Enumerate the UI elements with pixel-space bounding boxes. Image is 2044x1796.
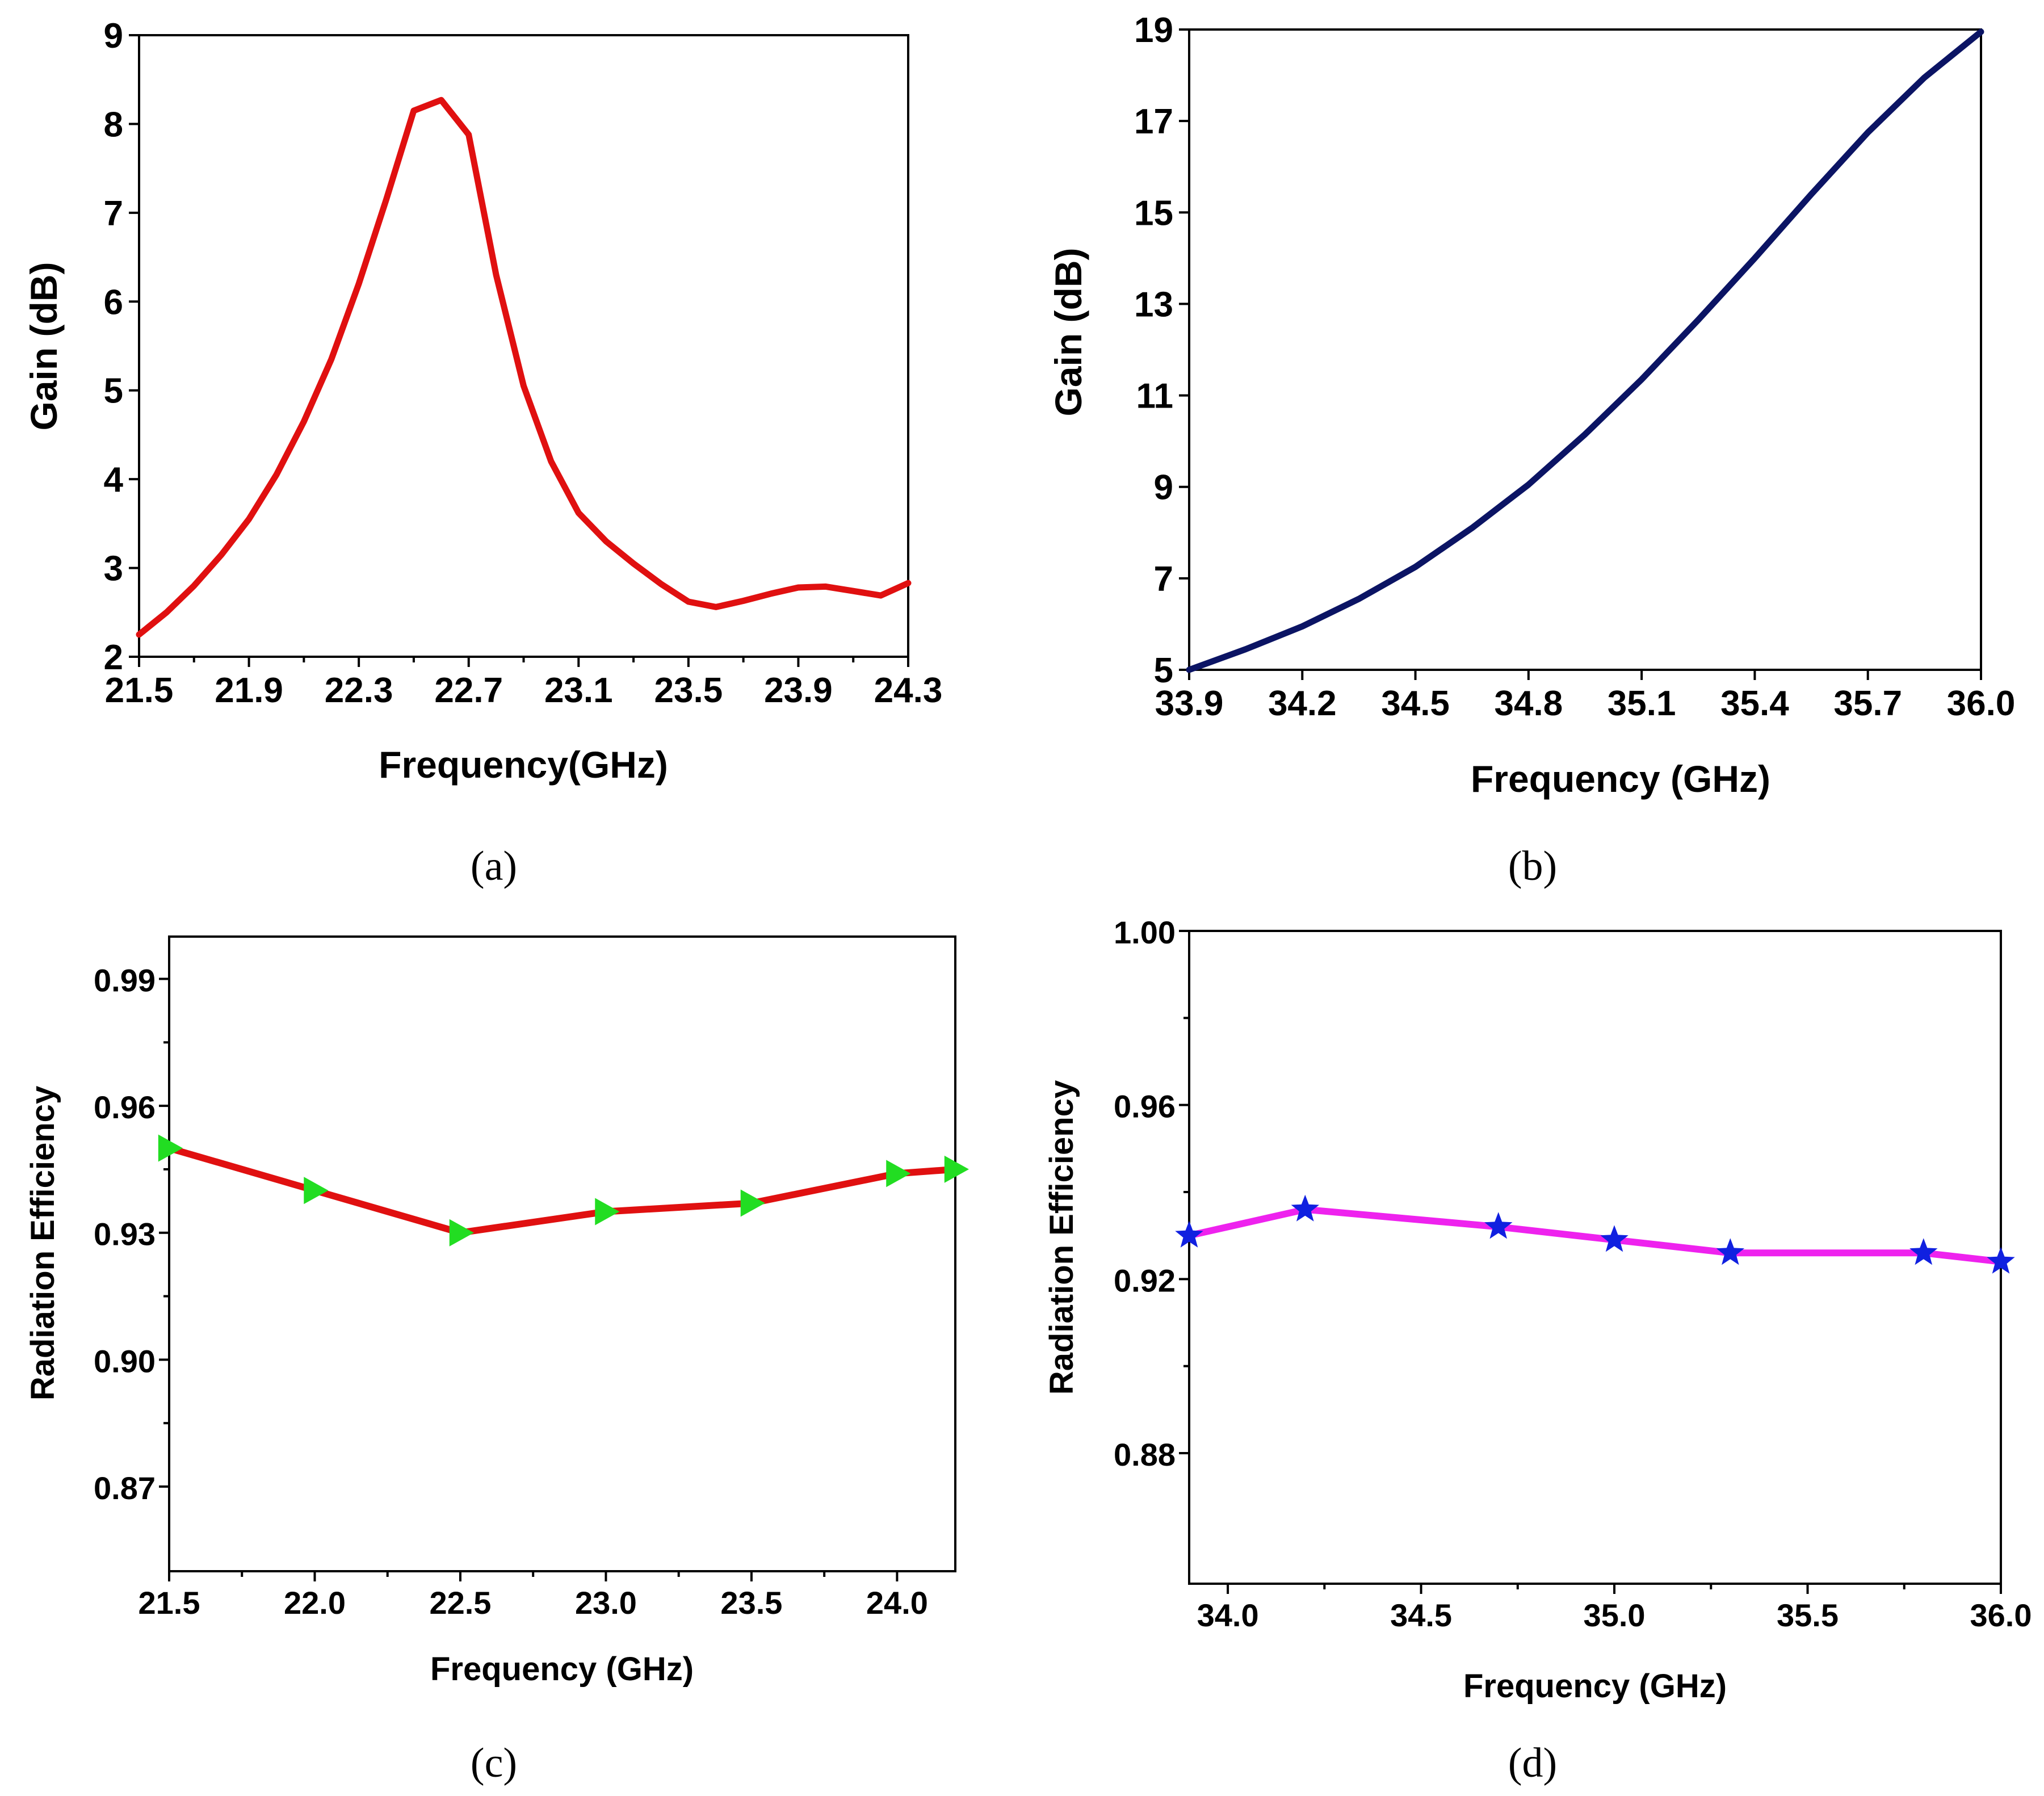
- panel-b-ytick-label: 9: [1154, 468, 1173, 507]
- panel-a-plot-frame: [138, 34, 909, 658]
- panel-b-series: [1186, 28, 1984, 673]
- panel-a: 21.5 21.9 22.3 22.7 23.1 23.5 23.9 24.3 2 3 4 5 6 7 8 9…: [23, 16, 942, 889]
- panel-a-xtick-label: 22.3: [325, 671, 393, 710]
- panel-a-ytick-label: 8: [104, 105, 123, 144]
- panel-a-xtick-label: 23.9: [764, 671, 833, 710]
- panel-a-ticks: 21.5 21.9 22.3 22.7 23.1 23.5 23.9 24.3 2 3 4 5 6 7 8 9: [104, 16, 943, 710]
- panel-c-marker: [158, 1134, 183, 1162]
- panel-c-ytick-label: 0.93: [94, 1216, 156, 1252]
- panel-b-xtick-label: 35.1: [1608, 684, 1676, 723]
- panel-b-xtick-label: 33.9: [1155, 684, 1224, 723]
- panel-d-marker: [1600, 1225, 1629, 1252]
- panel-d-series: [1175, 1194, 2015, 1274]
- panel-d-ticks: 34.0 34.5 35.0 35.5 36.0 0.88 0.92 0.96 1.00: [1114, 914, 2032, 1633]
- panel-c-ytick-label: 0.99: [94, 963, 156, 998]
- panel-b-xtick-label: 34.5: [1381, 684, 1450, 723]
- panel-d-ytick-label: 0.96: [1114, 1089, 1176, 1124]
- panel-d-caption: (d): [1508, 1740, 1557, 1786]
- panel-a-xtick-label: 21.9: [215, 671, 283, 710]
- panel-b-ytick-label: 13: [1134, 285, 1173, 324]
- panel-b-series-line: [1186, 28, 1984, 673]
- panel-c-xtick-label: 24.0: [866, 1585, 928, 1621]
- panel-c-ytick-label: 0.90: [94, 1343, 156, 1379]
- panel-a-ytick-label: 3: [104, 549, 123, 589]
- panel-c-marker: [886, 1160, 911, 1187]
- panel-a-xtick-label: 23.5: [654, 671, 723, 710]
- panel-d-plot-frame: [1188, 930, 2002, 1585]
- panel-a-ytick-label: 5: [104, 372, 123, 411]
- panel-c-series-line: [166, 1144, 959, 1236]
- panel-c-ytick-label: 0.87: [94, 1470, 156, 1506]
- panel-c-marker: [449, 1219, 474, 1247]
- panel-c-xtick-label: 23.5: [720, 1585, 782, 1621]
- panel-c-caption: (c): [471, 1740, 517, 1786]
- panel-a-xtick-label: 24.3: [874, 671, 943, 710]
- panel-d: 34.0 34.5 35.0 35.5 36.0 0.88 0.92 0.96 1.00 Fre…: [1043, 914, 2032, 1786]
- panel-d-xtick-label: 35.0: [1584, 1597, 1646, 1633]
- panel-b: 33.9 34.2 34.5 34.8 35.1 35.4 35.7 36.0 5 7 9 11 13 1…: [1047, 11, 2015, 889]
- panel-d-xtick-label: 36.0: [1970, 1597, 2032, 1633]
- panel-b-ylabel: Gain (dB): [1047, 248, 1089, 417]
- panel-a-xtick-label: 23.1: [544, 671, 613, 710]
- panel-b-xtick-label: 35.7: [1833, 684, 1902, 723]
- panel-c-marker: [595, 1198, 620, 1226]
- panel-c-xtick-label: 22.0: [284, 1585, 346, 1621]
- panel-a-ytick-label: 2: [104, 638, 123, 677]
- panel-c-ylabel: Radiation Efficiency: [24, 1086, 61, 1400]
- panel-a-xlabel: Frequency(GHz): [379, 744, 668, 786]
- panel-b-xtick-label: 34.8: [1495, 684, 1563, 723]
- panel-d-ytick-label: 0.92: [1114, 1262, 1176, 1298]
- panel-d-xtick-label: 34.0: [1197, 1597, 1259, 1633]
- panel-a-xtick-label: 21.5: [105, 671, 174, 710]
- panel-d-ytick-label: 1.00: [1114, 914, 1176, 950]
- panel-c-xlabel: Frequency (GHz): [430, 1651, 694, 1688]
- panel-c-marker: [944, 1155, 969, 1183]
- panel-a-series-line: [136, 96, 912, 638]
- panel-b-xlabel: Frequency (GHz): [1471, 758, 1770, 800]
- panel-d-marker: [1175, 1220, 1203, 1248]
- panel-c-marker: [740, 1189, 765, 1217]
- panel-c-xtick-label: 22.5: [429, 1585, 491, 1621]
- panel-a-xtick-label: 22.7: [434, 671, 503, 710]
- panel-d-xtick-label: 35.5: [1777, 1597, 1839, 1633]
- panel-b-xtick-label: 36.0: [1947, 684, 2016, 723]
- panel-b-xtick-label: 35.4: [1720, 684, 1789, 723]
- panel-a-ytick-label: 7: [104, 194, 123, 233]
- panel-d-marker: [1716, 1238, 1745, 1265]
- panel-b-caption: (b): [1508, 843, 1557, 889]
- panel-c: 21.5 22.0 22.5 23.0 23.5 24.0 0.87 0.90 0.93 0.96…: [24, 935, 969, 1786]
- panel-a-ylabel: Gain (dB): [23, 262, 65, 431]
- panel-c-ytick-label: 0.96: [94, 1089, 156, 1125]
- panel-c-xtick-label: 21.5: [138, 1585, 200, 1621]
- panel-d-marker: [1909, 1238, 1938, 1265]
- panel-a-ytick-label: 4: [104, 460, 124, 500]
- panel-c-plot-frame: [168, 935, 956, 1572]
- panel-b-ytick-label: 15: [1134, 194, 1173, 233]
- panel-d-marker: [1484, 1212, 1513, 1239]
- panel-c-series: [158, 1134, 969, 1247]
- panel-b-ytick-label: 19: [1134, 11, 1173, 50]
- panel-d-ylabel: Radiation Efficiency: [1043, 1080, 1080, 1395]
- panel-b-ticks: 33.9 34.2 34.5 34.8 35.1 35.4 35.7 36.0 5 7 9 11 13 1…: [1134, 11, 2015, 723]
- panel-c-ticks: 21.5 22.0 22.5 23.0 23.5 24.0 0.87 0.90 0.93 0.96…: [94, 963, 928, 1621]
- panel-d-ytick-label: 0.88: [1114, 1437, 1176, 1472]
- panel-d-xlabel: Frequency (GHz): [1463, 1668, 1727, 1705]
- panel-b-xtick-label: 34.2: [1268, 684, 1337, 723]
- panel-c-marker: [304, 1177, 329, 1205]
- panel-c-xtick-label: 23.0: [575, 1585, 637, 1621]
- panel-b-ytick-label: 11: [1136, 377, 1173, 416]
- panel-a-ytick-label: 9: [104, 16, 123, 56]
- panel-d-marker: [1291, 1194, 1319, 1222]
- panel-d-xtick-label: 34.5: [1390, 1597, 1452, 1633]
- panel-a-ytick-label: 6: [104, 283, 123, 322]
- panel-b-ytick-label: 17: [1134, 102, 1173, 141]
- panel-a-series: [136, 96, 912, 638]
- panel-a-caption: (a): [471, 843, 517, 889]
- panel-b-plot-frame: [1188, 28, 1982, 671]
- panel-b-ytick-label: 5: [1154, 651, 1173, 690]
- panel-d-marker: [1987, 1247, 2015, 1274]
- panel-b-ytick-label: 7: [1154, 560, 1173, 599]
